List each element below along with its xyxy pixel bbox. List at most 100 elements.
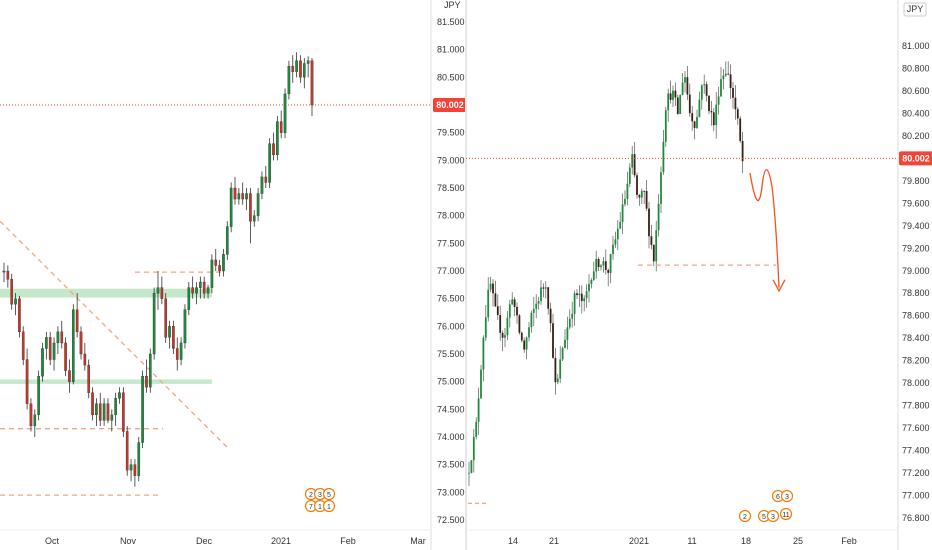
candle[interactable]: [202, 276, 206, 299]
candle[interactable]: [110, 409, 114, 432]
candle[interactable]: [245, 188, 248, 211]
candle[interactable]: [693, 120, 696, 140]
candle[interactable]: [650, 224, 653, 250]
candle[interactable]: [306, 56, 310, 78]
candle[interactable]: [477, 387, 480, 436]
candle[interactable]: [310, 57, 314, 117]
candle[interactable]: [544, 281, 547, 299]
candle[interactable]: [672, 85, 674, 108]
candle[interactable]: [698, 91, 701, 118]
candle[interactable]: [633, 142, 636, 178]
candle[interactable]: [604, 249, 607, 275]
candle[interactable]: [272, 132, 275, 161]
candle[interactable]: [287, 60, 291, 100]
candle[interactable]: [542, 283, 545, 298]
candle[interactable]: [566, 316, 569, 350]
candle[interactable]: [537, 296, 540, 310]
candle[interactable]: [696, 109, 698, 130]
event-marker-icon[interactable]: [779, 507, 793, 521]
candle[interactable]: [95, 398, 98, 426]
candle[interactable]: [513, 297, 516, 316]
candle[interactable]: [14, 293, 17, 316]
candle[interactable]: [722, 68, 725, 90]
left-event-icon-5[interactable]: 1: [322, 499, 336, 513]
candle[interactable]: [156, 271, 160, 310]
candle[interactable]: [559, 346, 562, 384]
candle[interactable]: [29, 398, 33, 432]
candle[interactable]: [276, 116, 279, 161]
candle[interactable]: [279, 110, 283, 139]
candle[interactable]: [56, 326, 60, 354]
candle[interactable]: [6, 265, 10, 288]
event-marker-icon[interactable]: [738, 509, 752, 523]
candle[interactable]: [299, 55, 302, 83]
candle[interactable]: [87, 359, 91, 399]
projection-path[interactable]: [749, 168, 780, 288]
candle[interactable]: [18, 295, 21, 338]
candle[interactable]: [564, 329, 566, 349]
candle[interactable]: [160, 276, 164, 305]
candle[interactable]: [233, 176, 237, 205]
candle[interactable]: [684, 71, 686, 93]
candle[interactable]: [468, 461, 470, 486]
candle[interactable]: [535, 294, 538, 319]
candle[interactable]: [475, 417, 478, 440]
candle[interactable]: [621, 193, 624, 234]
right-event-icon-b-1[interactable]: 3: [766, 509, 780, 523]
candle[interactable]: [708, 95, 710, 115]
candle[interactable]: [241, 182, 245, 205]
candle[interactable]: [141, 370, 144, 449]
candle[interactable]: [612, 235, 614, 260]
candle[interactable]: [199, 276, 202, 299]
candle[interactable]: [624, 190, 626, 207]
candle[interactable]: [734, 85, 737, 120]
candle[interactable]: [580, 285, 583, 314]
right-candlestick-chart[interactable]: 81.00080.80080.60080.40080.20080.00079.8…: [466, 0, 932, 550]
candle[interactable]: [679, 94, 682, 115]
candle[interactable]: [583, 295, 586, 312]
candle[interactable]: [518, 314, 521, 335]
candle[interactable]: [530, 310, 533, 333]
candle[interactable]: [614, 231, 617, 248]
candle[interactable]: [480, 365, 482, 399]
left-chart-panel[interactable]: 81.50081.00080.50080.00079.50079.00078.5…: [0, 0, 466, 550]
candle[interactable]: [283, 88, 287, 139]
candle[interactable]: [152, 287, 156, 360]
candle[interactable]: [106, 398, 110, 424]
candle[interactable]: [21, 326, 25, 366]
candle[interactable]: [506, 310, 509, 341]
candle[interactable]: [71, 304, 75, 385]
candle[interactable]: [172, 320, 175, 354]
candle[interactable]: [602, 257, 605, 273]
candle[interactable]: [616, 219, 619, 251]
candle[interactable]: [652, 244, 655, 267]
candle[interactable]: [669, 80, 672, 104]
candle[interactable]: [511, 292, 514, 306]
candle[interactable]: [148, 348, 152, 393]
candle[interactable]: [79, 326, 83, 360]
candle[interactable]: [520, 331, 523, 343]
dashed-trend-line[interactable]: [0, 220, 229, 449]
candle[interactable]: [168, 320, 171, 349]
candle[interactable]: [249, 188, 252, 244]
candle[interactable]: [98, 392, 102, 426]
candle[interactable]: [252, 210, 256, 227]
candle[interactable]: [636, 172, 638, 199]
candle[interactable]: [122, 387, 125, 437]
candle[interactable]: [664, 106, 667, 147]
candle[interactable]: [496, 294, 499, 320]
candle[interactable]: [576, 289, 578, 300]
candle[interactable]: [568, 309, 571, 330]
candle[interactable]: [592, 261, 595, 281]
candle[interactable]: [237, 188, 241, 205]
candle[interactable]: [588, 274, 590, 303]
candle[interactable]: [179, 337, 183, 366]
panel-divider[interactable]: [465, 0, 467, 550]
candle[interactable]: [532, 296, 535, 327]
candle[interactable]: [91, 387, 94, 421]
candle[interactable]: [724, 61, 727, 78]
candle[interactable]: [60, 320, 64, 349]
candle[interactable]: [705, 81, 708, 102]
candle[interactable]: [739, 116, 742, 143]
candle[interactable]: [585, 284, 588, 308]
